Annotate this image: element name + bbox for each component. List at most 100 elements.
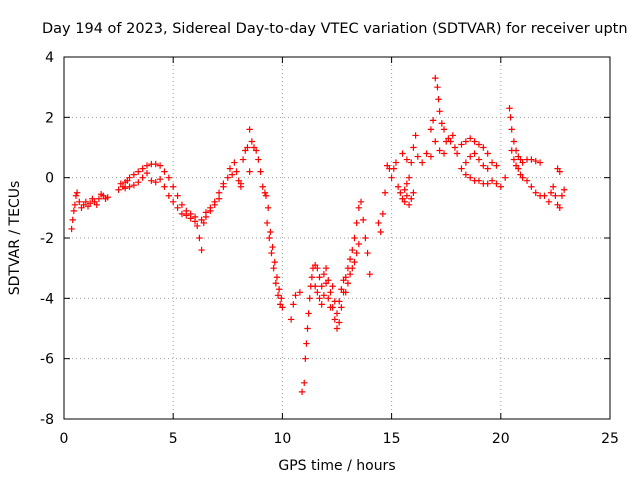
data-point [70,207,78,215]
data-point [541,192,548,199]
data-point [278,295,285,302]
x-tick-label: 0 [60,431,69,447]
data-point [453,150,461,157]
data-point [493,162,500,169]
data-point [314,289,321,296]
data-point [271,258,278,266]
data-point [462,171,470,178]
data-point [266,234,273,242]
data-point [447,138,454,145]
data-point [510,156,518,163]
data-point [165,174,173,181]
data-point [528,183,535,190]
x-tick-label: 25 [601,431,619,447]
data-point [143,162,151,169]
data-point [349,264,356,272]
data-point [161,168,168,175]
data-point [467,174,474,181]
data-point [139,174,146,181]
data-point [462,159,470,166]
data-point [536,159,544,166]
data-point [174,204,181,212]
data-point [360,216,367,224]
data-point [403,156,411,163]
data-point [381,189,389,196]
data-point [298,388,306,396]
data-point [353,249,360,257]
data-point [318,301,325,308]
data-point [467,135,474,142]
data-point [272,280,280,287]
data-point [532,157,539,165]
data-point [366,271,373,278]
data-point [410,144,417,151]
data-point [248,138,256,145]
data-point [316,274,323,281]
data-point [239,156,247,163]
data-point [379,210,387,218]
data-point [408,159,415,166]
data-point [231,159,238,166]
data-point [306,295,313,302]
y-tick-label: 2 [45,110,54,126]
data-point [397,189,404,196]
data-point [130,182,138,189]
data-point [115,186,122,193]
data-point [76,198,83,205]
data-point [480,144,487,151]
data-point [267,228,274,236]
data-point [143,169,151,177]
data-point [484,180,491,187]
y-tick-label: 0 [45,171,54,187]
data-point [290,301,297,308]
y-tick-label: -6 [40,352,54,368]
data-point [550,183,557,190]
data-point [342,289,349,296]
data-point [329,283,336,290]
data-point [327,289,334,296]
x-tick-labels: 0 5 10 15 20 25 [60,431,619,447]
data-point [156,162,164,169]
data-point [135,168,142,175]
data-point [269,243,276,251]
data-point [519,159,526,166]
data-point [523,177,531,184]
data-point [303,340,310,347]
data-point [458,165,465,172]
data-point [556,204,563,212]
data-point [355,204,363,212]
data-point [515,165,522,172]
data-point [388,174,395,181]
data-point [320,271,328,278]
data-point [233,168,240,175]
data-point [440,150,448,157]
data-point [508,147,515,154]
data-point [224,174,231,181]
data-point [178,210,186,218]
data-point [351,234,358,242]
x-tick-label: 20 [492,431,510,447]
data-point [427,126,435,133]
data-point [322,280,330,287]
data-point [432,74,439,82]
data-point [414,153,422,160]
data-point [488,159,496,166]
data-point [560,186,568,193]
data-point [408,195,415,202]
data-point [198,246,205,254]
data-point [335,319,343,326]
data-point [165,192,173,199]
data-points [68,74,568,396]
data-point [287,316,295,323]
data-point [194,222,201,230]
data-point [418,159,426,166]
data-point [475,177,483,184]
data-point [191,218,199,225]
data-point [187,215,194,222]
data-point [497,183,504,190]
data-point [427,153,435,160]
data-point [349,246,356,254]
data-point [338,286,345,293]
data-point [263,219,271,227]
y-tick-label: 4 [45,50,54,66]
